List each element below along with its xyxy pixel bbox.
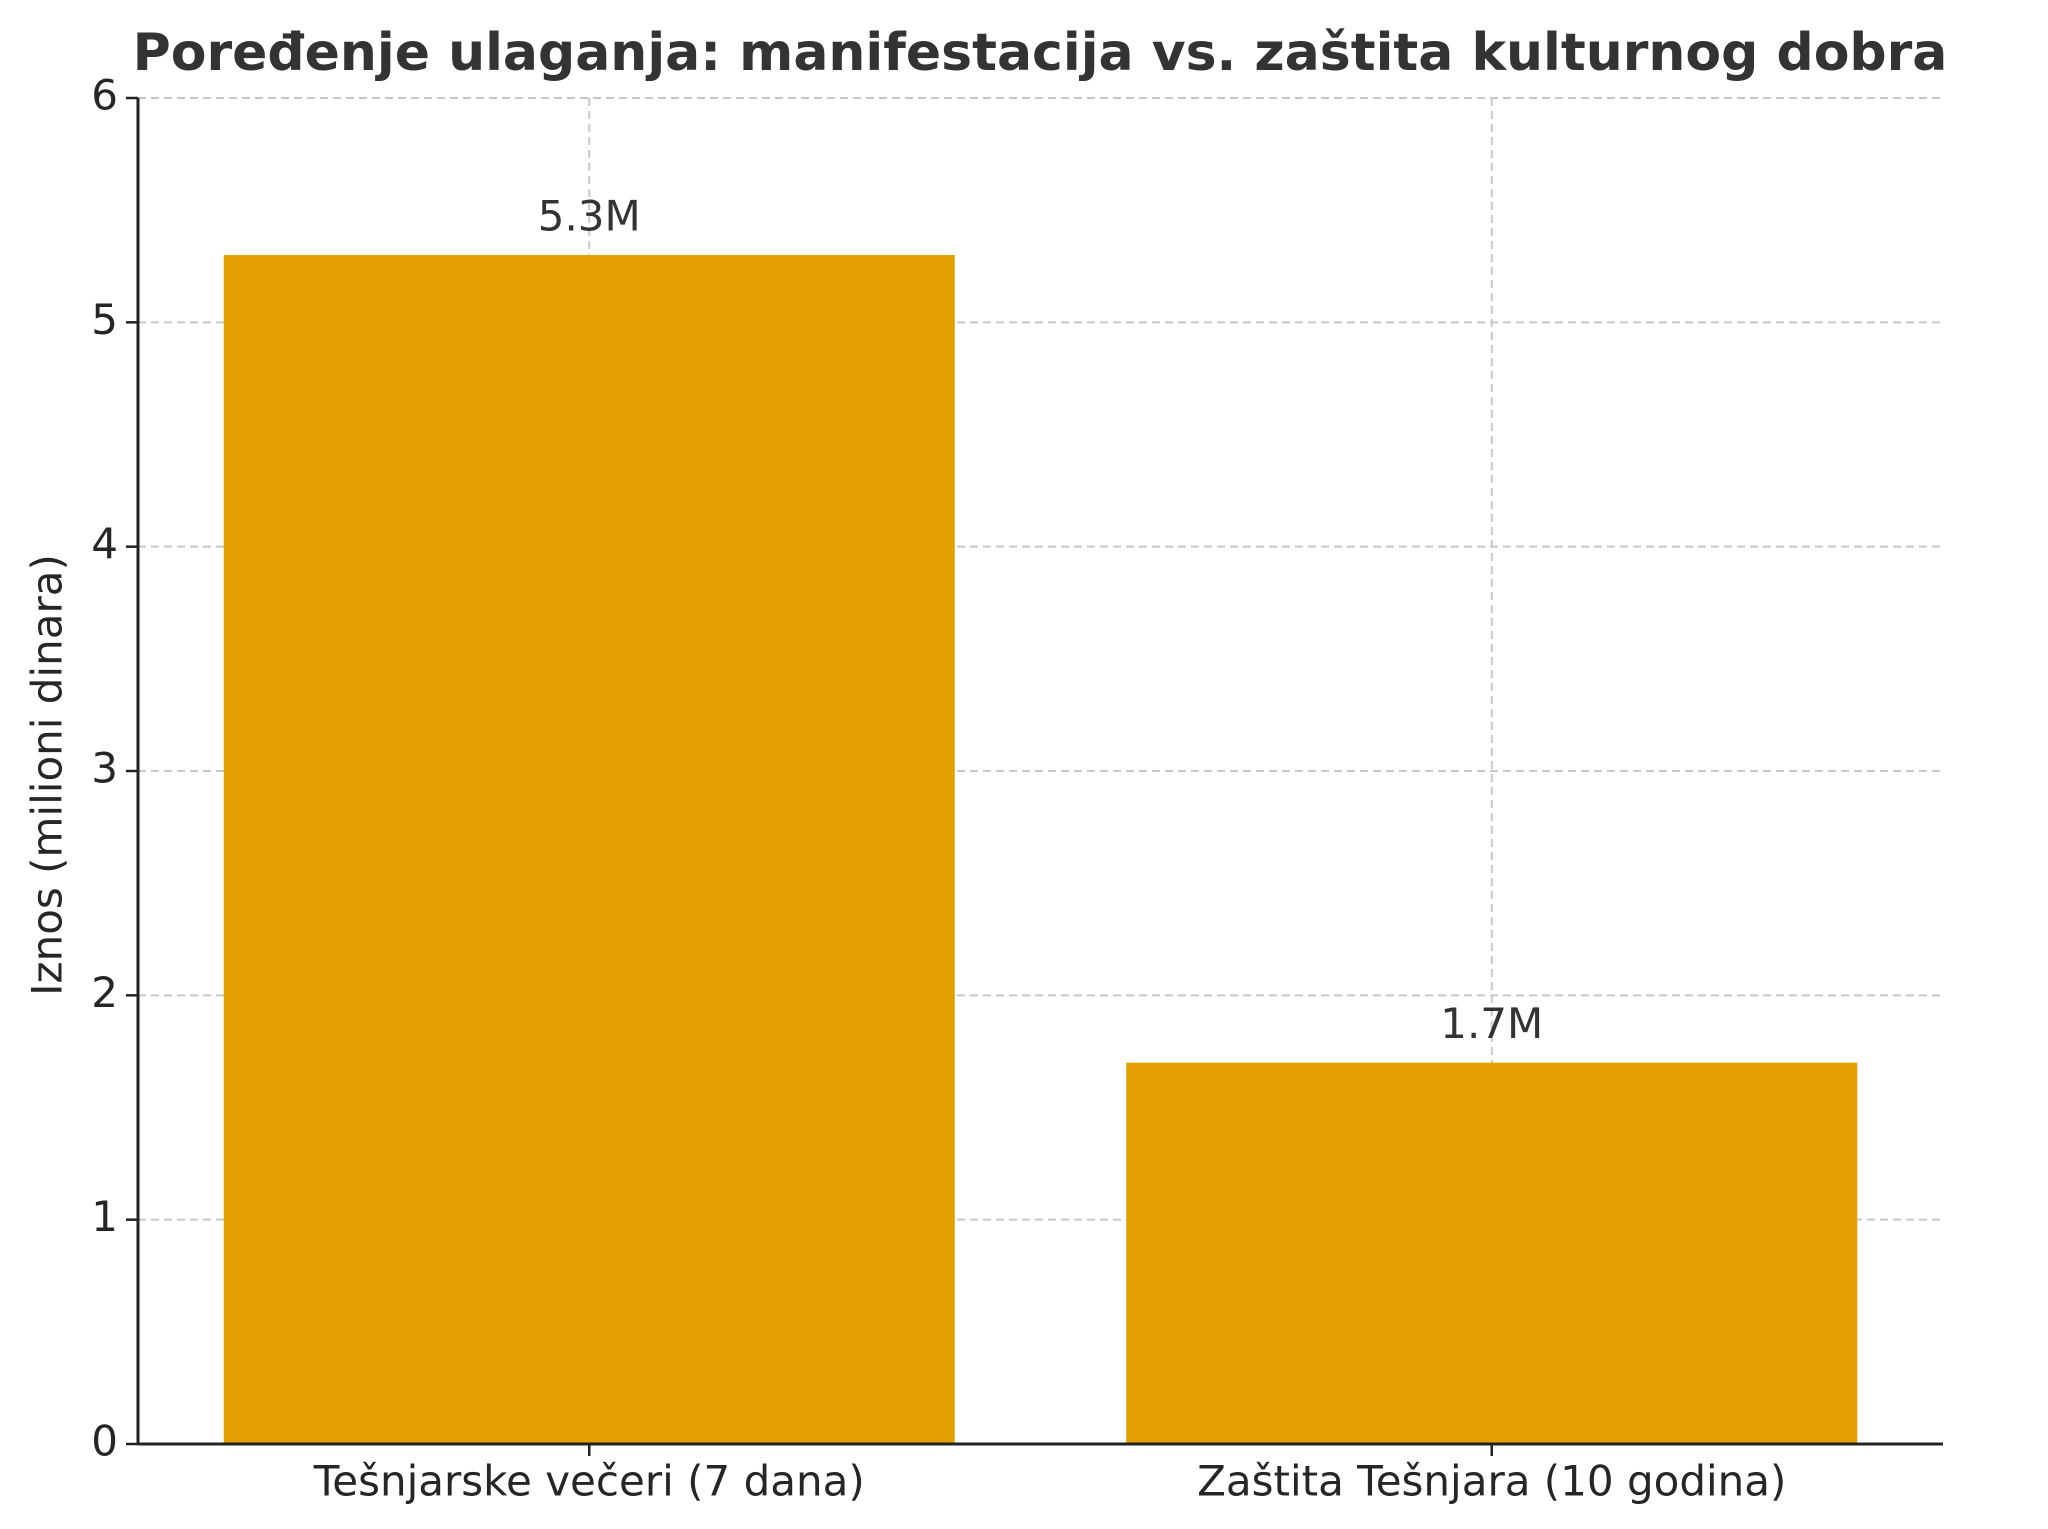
bar (1126, 1062, 1858, 1444)
y-tick-label: 0 (91, 1417, 118, 1466)
x-tick-label: Tešnjarske večeri (7 dana) (313, 1457, 865, 1506)
y-tick-label: 1 (91, 1192, 118, 1241)
y-tick-label: 6 (91, 71, 118, 120)
y-tick-label: 5 (91, 295, 118, 344)
bar (223, 255, 955, 1445)
chart-title: Poređenje ulaganja: manifestacija vs. za… (133, 23, 1948, 83)
y-tick-label: 4 (91, 519, 118, 568)
value-label: 1.7M (1440, 999, 1543, 1048)
y-tick-label: 2 (91, 968, 118, 1017)
y-tick-label: 3 (91, 744, 118, 793)
x-tick-label: Zaštita Tešnjara (10 godina) (1197, 1457, 1786, 1506)
y-axis-label: Iznos (milioni dinara) (23, 554, 72, 996)
value-label: 5.3M (538, 192, 641, 241)
